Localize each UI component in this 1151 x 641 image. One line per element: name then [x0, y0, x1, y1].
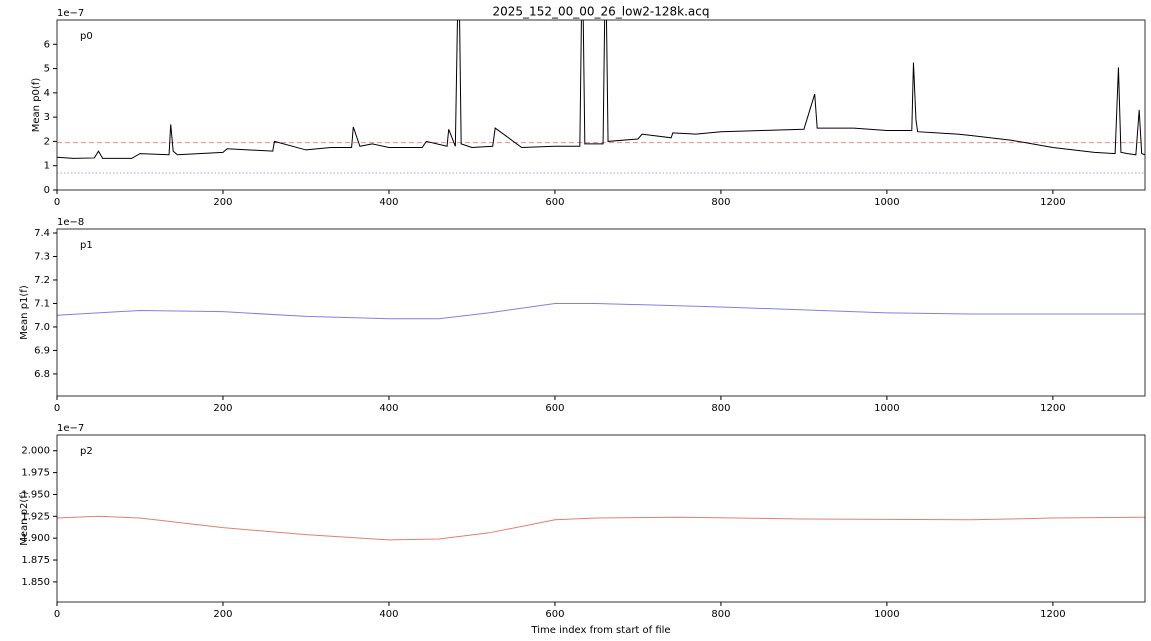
axes-frame	[56, 228, 1146, 397]
x-tick-label: 0	[54, 403, 60, 414]
x-tick-label: 1000	[874, 403, 899, 414]
y-tick-label: 7.0	[34, 322, 50, 333]
x-tick-label: 400	[379, 403, 398, 414]
x-tick-label: 400	[379, 197, 398, 208]
x-tick-label: 200	[213, 609, 232, 620]
y-tick-label: 5	[44, 64, 50, 75]
y-tick-label: 4	[44, 88, 50, 99]
x-tick-label: 200	[213, 197, 232, 208]
y-tick-label: 2.000	[21, 446, 50, 457]
offset-label: 1e−8	[57, 217, 84, 228]
x-tick-label: 800	[711, 197, 730, 208]
offset-label: 1e−7	[57, 423, 84, 434]
y-tick-label: 2	[44, 136, 50, 147]
y-tick-label: 7.3	[34, 251, 50, 262]
y-tick-label: 1.925	[21, 511, 50, 522]
panel-label: p0	[80, 31, 93, 42]
y-tick-label: 0	[44, 185, 50, 196]
x-tick-label: 200	[213, 403, 232, 414]
y-tick-label: 1.975	[21, 468, 50, 479]
panel-label: p1	[80, 240, 93, 251]
y-axis-label: Mean p0(f)	[31, 78, 42, 133]
x-tick-label: 0	[54, 197, 60, 208]
x-tick-label: 1200	[1040, 403, 1065, 414]
y-tick-label: 6.9	[34, 345, 50, 356]
x-tick-label: 1000	[874, 609, 899, 620]
x-tick-label: 1200	[1040, 609, 1065, 620]
y-tick-label: 1.850	[21, 577, 50, 588]
x-tick-label: 600	[545, 197, 564, 208]
axes-frame	[56, 19, 1146, 191]
offset-label: 1e−7	[57, 8, 84, 19]
x-tick-label: 800	[711, 403, 730, 414]
x-axis-label: Time index from start of file	[530, 625, 670, 636]
y-tick-label: 1	[44, 161, 50, 172]
y-tick-label: 7.1	[34, 298, 50, 309]
y-tick-label: 1.900	[21, 533, 50, 544]
x-tick-label: 1000	[874, 197, 899, 208]
panel-label: p2	[80, 446, 93, 457]
y-tick-label: 7.4	[34, 228, 50, 239]
y-tick-label: 7.2	[34, 275, 50, 286]
data-line	[57, 515, 1145, 541]
x-tick-label: 0	[54, 609, 60, 620]
y-tick-label: 3	[44, 112, 50, 123]
chart-title: 2025_152_00_00_26_low2-128k.acq	[493, 5, 710, 19]
y-axis-label: Mean p2(f)	[19, 491, 30, 546]
data-line	[57, 302, 1145, 320]
y-tick-label: 6.8	[34, 369, 50, 380]
x-tick-label: 600	[545, 403, 564, 414]
x-tick-label: 1200	[1040, 197, 1065, 208]
x-tick-label: 800	[711, 609, 730, 620]
y-tick-label: 1.950	[21, 489, 50, 500]
x-tick-label: 600	[545, 609, 564, 620]
data-line	[57, 20, 1145, 159]
axes-frame	[56, 434, 1146, 603]
x-tick-label: 400	[379, 609, 398, 620]
y-tick-label: 6	[44, 39, 50, 50]
y-tick-label: 1.875	[21, 555, 50, 566]
y-axis-label: Mean p1(f)	[19, 285, 30, 340]
